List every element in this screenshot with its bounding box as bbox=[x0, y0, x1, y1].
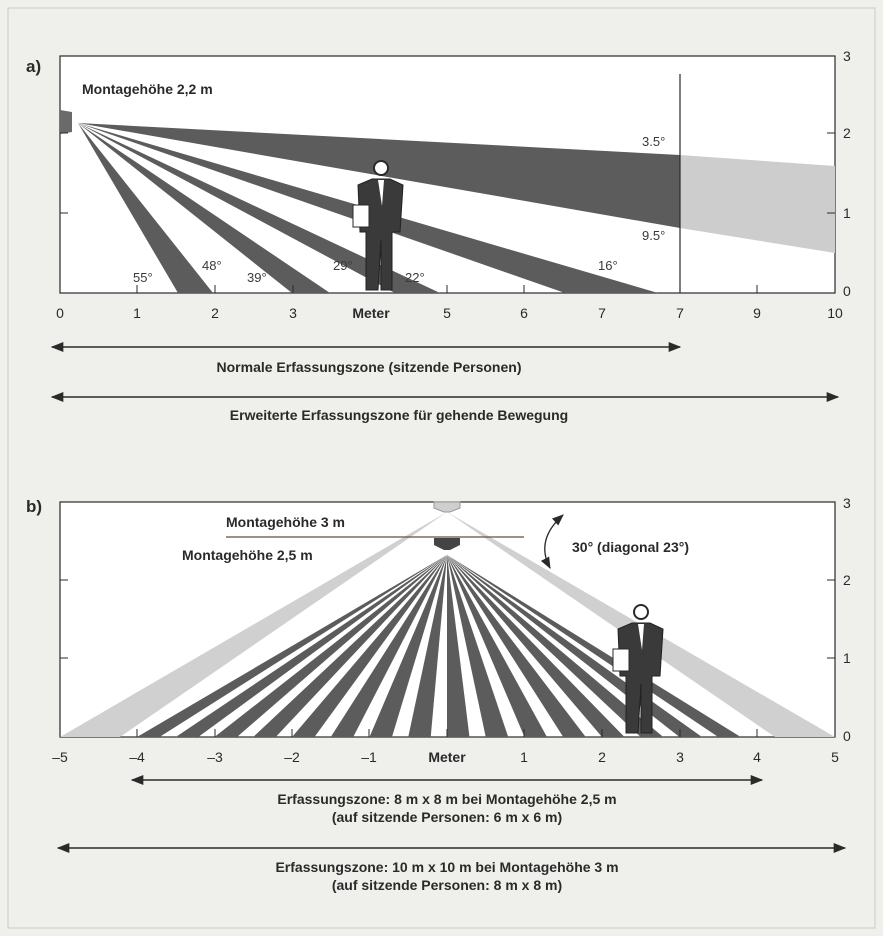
y-tick-a-1: 1 bbox=[843, 205, 851, 221]
y-tick-b-0: 0 bbox=[843, 728, 851, 744]
fan-beam bbox=[214, 555, 447, 737]
panel-a: a) Montagehöhe 2,2 m 3.5° 9.5° 16° 22° 2… bbox=[26, 48, 851, 423]
fan-beam bbox=[137, 555, 447, 737]
angle-label-48: 48° bbox=[202, 258, 222, 273]
outer-frame bbox=[7, 7, 876, 929]
person-figure-b bbox=[612, 604, 664, 734]
fan-beam bbox=[447, 555, 741, 737]
axis-label-b: Meter bbox=[428, 749, 466, 765]
fan-beam bbox=[369, 555, 447, 737]
x-tick-b-m3: –3 bbox=[207, 749, 223, 765]
y-tick-b-2: 2 bbox=[843, 572, 851, 588]
y-tick-a-2: 2 bbox=[843, 125, 851, 141]
angle-arc-arrow bbox=[540, 514, 564, 570]
x-tick-a-9: 9 bbox=[753, 305, 761, 321]
x-tick-b-1: 1 bbox=[520, 749, 528, 765]
x-tick-b-2: 2 bbox=[598, 749, 606, 765]
sensor-2-5m bbox=[434, 538, 460, 550]
y-tick-a-3: 3 bbox=[843, 48, 851, 64]
x-tick-b-m1: –1 bbox=[361, 749, 377, 765]
beam-55-deg bbox=[78, 123, 213, 293]
angle-label-3-5: 3.5° bbox=[642, 134, 665, 149]
angle-label-29: 29° bbox=[333, 258, 353, 273]
fan-beam bbox=[447, 555, 547, 737]
extended-light-beam bbox=[680, 155, 835, 253]
x-tick-a-2: 2 bbox=[211, 305, 219, 321]
panel-b: b) Montagehöhe 3 m Montagehöhe 2,5 m 30°… bbox=[26, 495, 851, 893]
x-tick-a-10: 10 bbox=[827, 305, 843, 321]
fan-beam bbox=[447, 555, 470, 737]
fan-beam bbox=[292, 555, 447, 737]
angle-label-9-5: 9.5° bbox=[642, 228, 665, 243]
x-tick-b-5: 5 bbox=[831, 749, 839, 765]
y-tick-b-3: 3 bbox=[843, 495, 851, 511]
x-tick-a-1: 1 bbox=[133, 305, 141, 321]
y-tick-a-0: 0 bbox=[843, 283, 851, 299]
x-tick-b-m2: –2 bbox=[284, 749, 300, 765]
mount-height-3m-label: Montagehöhe 3 m bbox=[226, 514, 345, 530]
x-tick-a-5: 5 bbox=[443, 305, 451, 321]
mount-height-label-a: Montagehöhe 2,2 m bbox=[82, 81, 213, 97]
sensor-3m bbox=[433, 501, 461, 513]
angle-label-55: 55° bbox=[133, 270, 153, 285]
x-tick-a-6: 6 bbox=[520, 305, 528, 321]
x-tick-a-3: 3 bbox=[289, 305, 297, 321]
zone-2-5m-line2: (auf sitzende Personen: 6 m x 6 m) bbox=[332, 809, 562, 825]
x-tick-b-3: 3 bbox=[676, 749, 684, 765]
panel-b-id: b) bbox=[26, 497, 42, 516]
y-tick-b-1: 1 bbox=[843, 650, 851, 666]
fan-beam bbox=[447, 555, 625, 737]
fan-beam bbox=[447, 555, 586, 737]
x-tick-b-m4: –4 bbox=[129, 749, 145, 765]
x-tick-a-7: 7 bbox=[598, 305, 606, 321]
panel-a-id: a) bbox=[26, 57, 41, 76]
beam-39-deg bbox=[78, 123, 330, 293]
angle-label-39: 39° bbox=[247, 270, 267, 285]
x-tick-b-4: 4 bbox=[753, 749, 761, 765]
person-figure-a bbox=[352, 160, 404, 291]
zone-3m-line1: Erfassungszone: 10 m x 10 m bei Montageh… bbox=[275, 859, 618, 875]
x-tick-b-m5: –5 bbox=[52, 749, 68, 765]
beam-29-deg bbox=[78, 123, 440, 293]
fan-beam bbox=[253, 555, 447, 737]
normal-zone-label: Normale Erfassungszone (sitzende Persone… bbox=[217, 359, 522, 375]
zone-3m-line2: (auf sitzende Personen: 8 m x 8 m) bbox=[332, 877, 562, 893]
angle-note: 30° (diagonal 23°) bbox=[572, 539, 689, 555]
fan-beam bbox=[175, 555, 447, 737]
x-tick-a-7b: 7 bbox=[676, 305, 684, 321]
fan-beam bbox=[330, 555, 447, 737]
fan-beam bbox=[447, 555, 509, 737]
angle-label-16: 16° bbox=[598, 258, 618, 273]
x-tick-a-0: 0 bbox=[56, 305, 64, 321]
angle-label-22: 22° bbox=[405, 270, 425, 285]
outer-light-beam-left bbox=[60, 512, 447, 737]
extended-zone-label: Erweiterte Erfassungszone für gehende Be… bbox=[230, 407, 568, 423]
sensor-a bbox=[60, 110, 72, 134]
fan-beam bbox=[447, 555, 664, 737]
axis-label-a: Meter bbox=[352, 305, 390, 321]
mount-height-2-5m-label: Montagehöhe 2,5 m bbox=[182, 547, 313, 563]
fan-beam bbox=[408, 555, 447, 737]
zone-2-5m-line1: Erfassungszone: 8 m x 8 m bei Montagehöh… bbox=[277, 791, 616, 807]
